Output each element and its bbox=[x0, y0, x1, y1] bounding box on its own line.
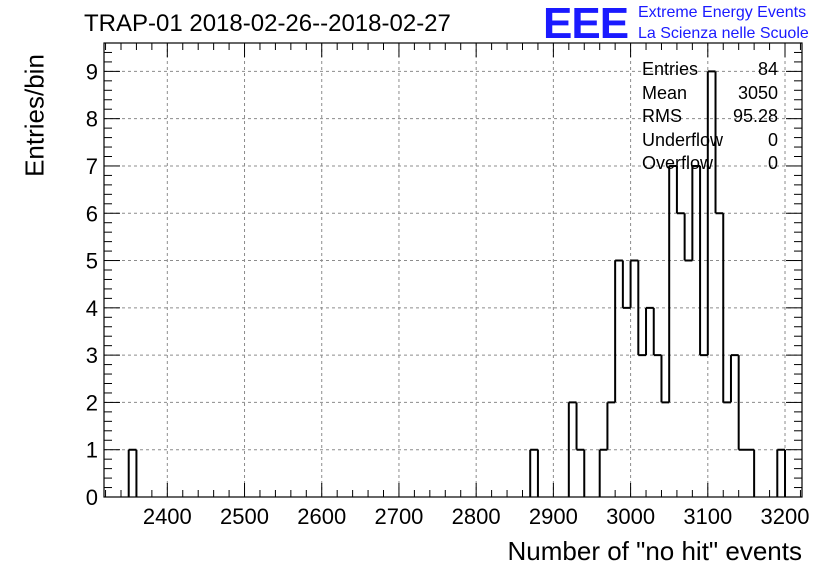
y-tick-label: 0 bbox=[86, 485, 98, 510]
y-tick-label: 2 bbox=[86, 390, 98, 415]
histogram-bin bbox=[692, 166, 700, 497]
stats-row-mean: Mean 3050 bbox=[642, 82, 778, 106]
y-tick-label: 3 bbox=[86, 343, 98, 368]
x-tick-label: 2500 bbox=[220, 504, 269, 529]
histogram-bin bbox=[746, 450, 754, 497]
y-axis-label: Entries/bin bbox=[19, 54, 50, 177]
stats-row-overflow: Overflow 0 bbox=[642, 152, 778, 176]
x-axis-label: Number of "no hit" events bbox=[507, 536, 803, 566]
histogram-bin bbox=[700, 355, 708, 497]
stats-value: 3050 bbox=[737, 82, 778, 103]
histogram-bin bbox=[731, 355, 739, 497]
histogram-bin bbox=[129, 450, 137, 497]
stats-label: Mean bbox=[642, 82, 688, 103]
x-tick-label: 2900 bbox=[529, 504, 578, 529]
x-tick-label: 2800 bbox=[452, 504, 501, 529]
x-tick-label: 3100 bbox=[683, 504, 732, 529]
histogram-bin bbox=[685, 261, 693, 497]
stats-row-underflow: Underflow 0 bbox=[642, 129, 778, 153]
histogram-bin bbox=[600, 450, 608, 497]
stats-label: Entries bbox=[642, 59, 699, 79]
x-tick-label: 3200 bbox=[761, 504, 810, 529]
histogram-bin bbox=[631, 261, 639, 497]
stats-value: 84 bbox=[757, 59, 778, 79]
histogram-bin bbox=[739, 450, 747, 497]
histogram-bin bbox=[530, 450, 538, 497]
x-tick-label: 2600 bbox=[297, 504, 346, 529]
stats-row-entries: Entries 84 bbox=[642, 58, 778, 82]
logo-caption-line2: La Scienza nelle Scuole bbox=[638, 25, 809, 42]
histogram-bin bbox=[777, 450, 785, 497]
y-tick-label: 8 bbox=[86, 107, 98, 132]
logo-caption: Extreme Energy Events La Scienza nelle S… bbox=[638, 2, 809, 44]
histogram-bin bbox=[577, 450, 585, 497]
stats-label: Underflow bbox=[642, 129, 724, 150]
eee-logo: EEE bbox=[543, 0, 629, 48]
stats-label: Overflow bbox=[642, 153, 714, 173]
stats-row-rms: RMS 95.28 bbox=[642, 105, 778, 129]
y-tick-label: 9 bbox=[86, 59, 98, 84]
stats-value: 95.28 bbox=[732, 106, 778, 126]
stats-value: 0 bbox=[767, 153, 778, 173]
x-tick-label: 2700 bbox=[374, 504, 423, 529]
histogram-bin bbox=[669, 166, 677, 497]
y-tick-label: 1 bbox=[86, 438, 98, 463]
x-tick-label: 3000 bbox=[606, 504, 655, 529]
y-tick-label: 4 bbox=[86, 296, 98, 321]
y-tick-label: 5 bbox=[86, 249, 98, 274]
histogram-series bbox=[127, 70, 787, 497]
stats-box: Entries 84 Mean 3050 RMS 95.28 Underflow 0 Overf… bbox=[642, 58, 778, 176]
y-tick-label: 7 bbox=[86, 154, 98, 179]
chart-title: TRAP-01 2018-02-26--2018-02-27 bbox=[84, 10, 451, 37]
histogram-bin bbox=[654, 355, 662, 497]
y-tick-label: 6 bbox=[86, 201, 98, 226]
histogram-bin bbox=[638, 355, 646, 497]
logo-caption-line1: Extreme Energy Events bbox=[638, 4, 807, 21]
stats-label: RMS bbox=[642, 106, 682, 126]
stats-value: 0 bbox=[767, 129, 778, 150]
x-tick-label: 2400 bbox=[143, 504, 192, 529]
histogram-bin bbox=[615, 261, 623, 497]
